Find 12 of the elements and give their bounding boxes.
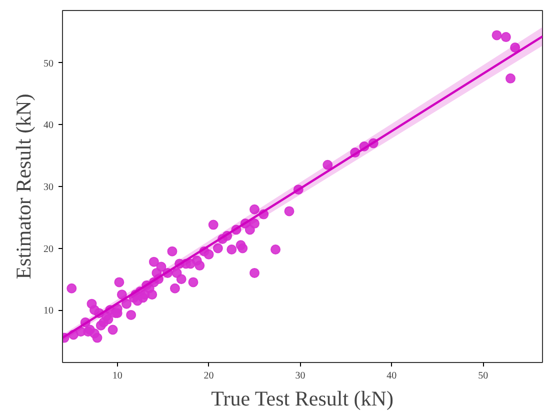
y-tick-label: 10 [44,306,54,317]
y-tick-label: 30 [44,182,54,193]
x-tick-label: 40 [386,370,397,382]
x-tick-label: 20 [204,370,214,382]
y-axis-title: Estimator Result (kN) [12,94,36,280]
x-axis-title: True Test Result (kN) [211,386,394,410]
x-tick-label: 30 [295,370,306,382]
y-tick-label: 50 [44,58,54,70]
y-tick-label: 20 [44,244,54,255]
x-tick-label: 50 [478,370,488,382]
x-tick-label: 10 [112,370,122,382]
y-tick-label: 40 [44,120,54,132]
